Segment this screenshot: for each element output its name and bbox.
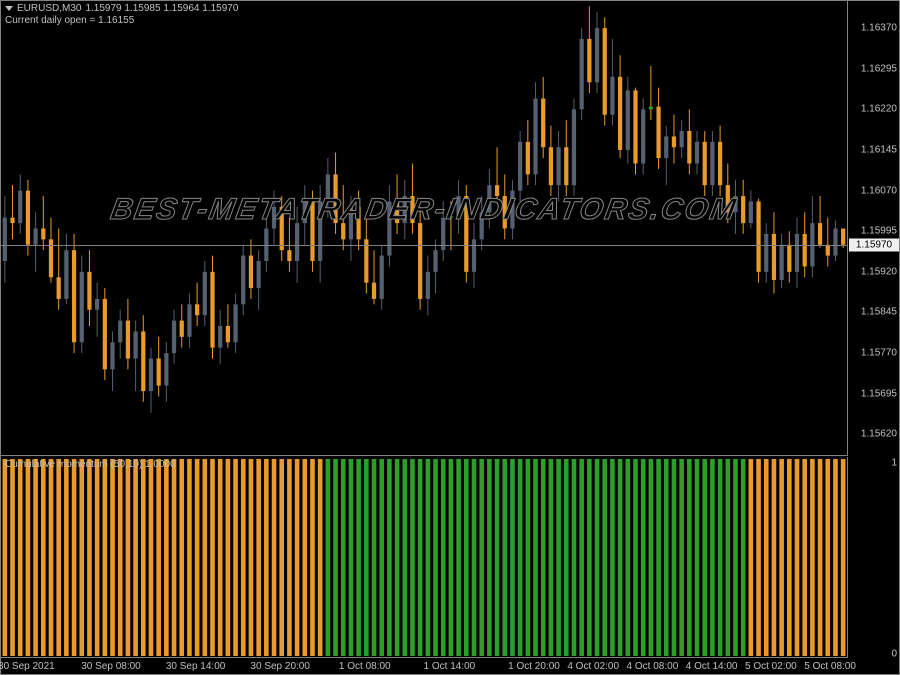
time-tick: 1 Oct 20:00: [508, 661, 560, 672]
time-tick: 30 Sep 2021: [0, 661, 55, 672]
dropdown-arrow-icon[interactable]: [5, 6, 13, 11]
time-tick: 4 Oct 08:00: [627, 661, 679, 672]
chart-header: EURUSD,M30 1.15979 1.15985 1.15964 1.159…: [5, 3, 238, 26]
price-tick: 1.16295: [861, 63, 897, 74]
price-tick: 1.15920: [861, 266, 897, 277]
price-tick: 1.15695: [861, 388, 897, 399]
indicator-tick: 0: [891, 649, 897, 660]
price-tick: 1.16070: [861, 185, 897, 196]
daily-open-label: Current daily open = 1.16155: [5, 15, 238, 26]
time-tick: 30 Sep 14:00: [166, 661, 226, 672]
price-tick: 1.16220: [861, 104, 897, 115]
time-tick: 5 Oct 02:00: [745, 661, 797, 672]
price-tick: 1.16370: [861, 23, 897, 34]
price-tick: 1.15620: [861, 429, 897, 440]
time-tick: 30 Sep 08:00: [81, 661, 141, 672]
price-tick: 1.16145: [861, 144, 897, 155]
time-tick: 4 Oct 02:00: [567, 661, 619, 672]
time-tick: 5 Oct 08:00: [804, 661, 856, 672]
chart-window: EURUSD,M30 1.15979 1.15985 1.15964 1.159…: [0, 0, 900, 675]
price-tick: 1.15770: [861, 348, 897, 359]
time-tick: 30 Sep 20:00: [250, 661, 310, 672]
indicator-tick: 1: [891, 458, 897, 469]
price-tick: 1.15995: [861, 226, 897, 237]
price-tick: 1.15845: [861, 307, 897, 318]
time-tick: 4 Oct 14:00: [686, 661, 738, 672]
current-price-flag: 1.15970: [849, 238, 899, 251]
indicator-layer: [1, 457, 847, 658]
symbol-label: EURUSD,M30: [17, 3, 81, 14]
price-axis: 1.15620 1.15695 1.15770 1.15845 1.15920 1.159…: [847, 1, 899, 456]
ohlc-text: 1.15979 1.15985 1.15964 1.15970: [85, 3, 238, 14]
indicator-label: Cumulative momentum (50,10) 1.0000: [5, 459, 176, 470]
indicator-axis: 10: [847, 457, 899, 658]
price-chart[interactable]: BEST-METATRADER-INDICATORS.COM: [1, 1, 847, 456]
time-axis: 30 Sep 2021 30 Sep 08:00 30 Sep 14:00 30 Se…: [1, 658, 847, 674]
indicator-panel[interactable]: Cumulative momentum (50,10) 1.0000: [1, 457, 847, 658]
time-tick: 1 Oct 08:00: [339, 661, 391, 672]
candle-layer: [1, 1, 847, 456]
time-tick: 1 Oct 14:00: [424, 661, 476, 672]
